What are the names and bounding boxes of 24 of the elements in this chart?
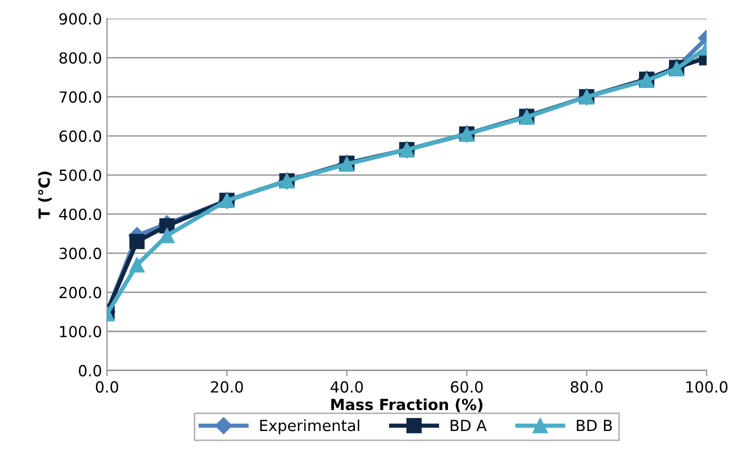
x-tick-label: 60.0 [450,381,483,393]
point [129,257,145,273]
x-tick-label: 80.0 [570,381,603,393]
y-tick-label: 200.0 [60,286,102,298]
x-tick-label: 0.0 [96,381,118,393]
y-tick-label: 300.0 [60,248,102,260]
point [159,228,175,244]
y-axis-title: T (°C) [38,172,52,219]
legend-label: Experimental [260,419,360,434]
point [129,234,145,250]
x-axis-title: Mass Fraction (%) [331,398,482,412]
y-tick-label: 500.0 [60,169,102,182]
y-tick-label: 400.0 [59,208,102,220]
legend-label: BD B [576,420,612,432]
y-tick-label: 700.0 [60,91,102,103]
y-tick-label: 600.0 [59,130,102,142]
y-tick-label: 900.0 [59,13,102,25]
y-tick-label: 100.0 [60,326,102,338]
y-tick-label: 800.0 [59,52,102,64]
x-tick-label: 100.0 [686,381,728,393]
x-tick-label: 20.0 [211,381,243,393]
x-tick-label: 40.0 [330,381,363,393]
legend-label: BD A [450,420,487,432]
y-tick-label: 0.0 [78,364,102,376]
